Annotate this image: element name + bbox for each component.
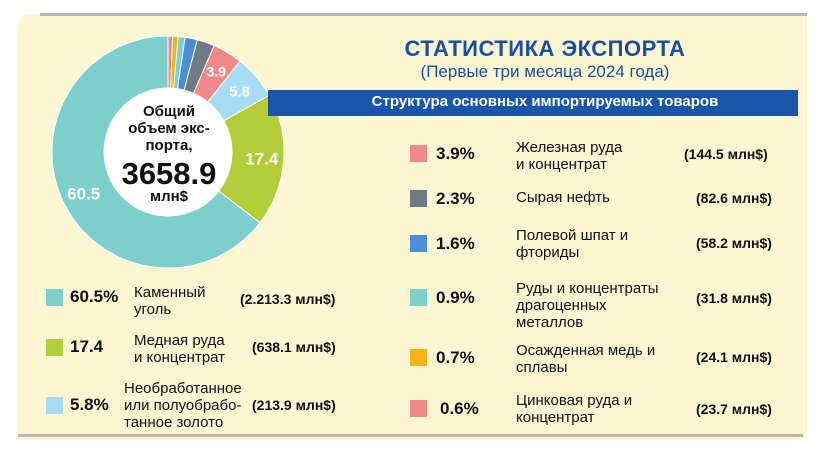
legend-name-line: и концентрат [516,156,608,173]
legend-name: Руды и концентраты драгоценных металлов [516,280,659,331]
legend-amount: (213.9 млн$) [252,397,336,413]
legend-pct: 5.8% [70,395,109,414]
donut-center-value: 3658.9 [121,156,217,191]
legend-name-line: Медная руда [134,332,225,349]
donut-hole [104,88,232,216]
legend-amount: (58.2 млн$) [696,235,772,251]
legend-name-line: Руды и концентраты [516,280,659,297]
legend-name-line: драгоценных [516,297,607,314]
legend-name: Цинковая руда и концентрат [516,392,632,426]
legend-amount: (24.1 млн$) [696,349,772,365]
center-line-3: порта, [145,137,193,154]
center-line-2: объем экс- [128,120,210,137]
legend-name-line: Железная руда [516,139,623,156]
chart-subtitle: (Первые три месяца 2024 года) [420,62,670,81]
legend-name-line: Осажденная медь и [516,342,656,359]
legend-pct: 3.9% [436,144,475,163]
legend-swatch-gold [46,397,63,414]
donut-slice-label-1: 17.4 [245,150,279,169]
section-band [268,90,798,116]
donut-center-unit: млн$ [149,188,189,205]
legend-amount: (31.8 млн$) [696,290,772,306]
legend-name: Необработанное или полуобрабо- танное зо… [124,380,242,431]
legend-swatch-iron [410,145,427,162]
legend-swatch-coal [46,289,63,306]
legend-name-line: и концентрат [134,349,226,366]
top-rule [40,13,807,16]
legend-name-line: концентрат [516,409,595,426]
legend-amount: (2.213.3 млн$) [240,291,336,307]
center-line-1: Общий [142,103,196,120]
section-band-label: Структура основных импортируемых товаров [371,93,719,110]
legend-name-line: Необработанное [124,380,242,397]
legend-name: Сырая нефть [516,189,610,206]
legend-name-line: металлов [516,314,584,331]
legend-name-line: танное золото [124,414,224,431]
donut-slice-label-2: 5.8 [229,83,250,100]
legend-amount: (82.6 млн$) [696,190,772,206]
legend-swatch-copper [46,339,63,356]
legend-name-line: Сырая нефть [516,189,610,206]
legend-pct: 1.6% [436,234,475,253]
legend-swatch-oil [410,190,427,207]
legend-name-line: Полевой шпат и [516,227,629,244]
legend-swatch-precious [410,289,427,306]
donut-slice-label-3: 3.9 [207,63,227,79]
chart-title: СТАТИСТИКА ЭКСПОРТА [404,36,686,61]
legend-pct: 0.7% [436,348,475,367]
legend-name-line: фториды [516,244,580,261]
legend-name-line: сплавы [516,359,568,376]
legend-pct: 0.6% [440,399,479,418]
legend-name: Осажденная медь и сплавы [516,342,655,376]
legend-amount: (638.1 млн$) [252,339,336,355]
legend-swatch-cathode [410,349,427,366]
legend-swatch-fluor [410,235,427,252]
legend-name-line: или полуобрабо- [124,397,242,414]
donut-center-label: Общий объем экс- порта, [110,103,228,154]
bottom-rule [18,434,803,437]
legend-amount: (144.5 млн$) [684,146,768,162]
legend-name: Полевой шпат и фториды [516,227,628,261]
legend-name: Железная руда и концентрат [516,139,622,173]
legend-swatch-zinc [410,400,427,417]
legend-pct: 17.4 [70,337,104,356]
legend-name: Медная руда и концентрат [134,332,225,366]
legend-amount: (23.7 млн$) [696,401,772,417]
legend-name-line: уголь [134,301,172,318]
legend-pct: 60.5% [70,287,119,306]
legend-pct: 2.3% [436,189,475,208]
legend-pct: 0.9% [436,288,475,307]
legend-name-line: Каменный [134,284,206,301]
legend-name: Каменный уголь [134,284,205,318]
donut-slice-label-0: 60.5 [67,184,100,203]
legend-name-line: Цинковая руда и [516,392,633,409]
